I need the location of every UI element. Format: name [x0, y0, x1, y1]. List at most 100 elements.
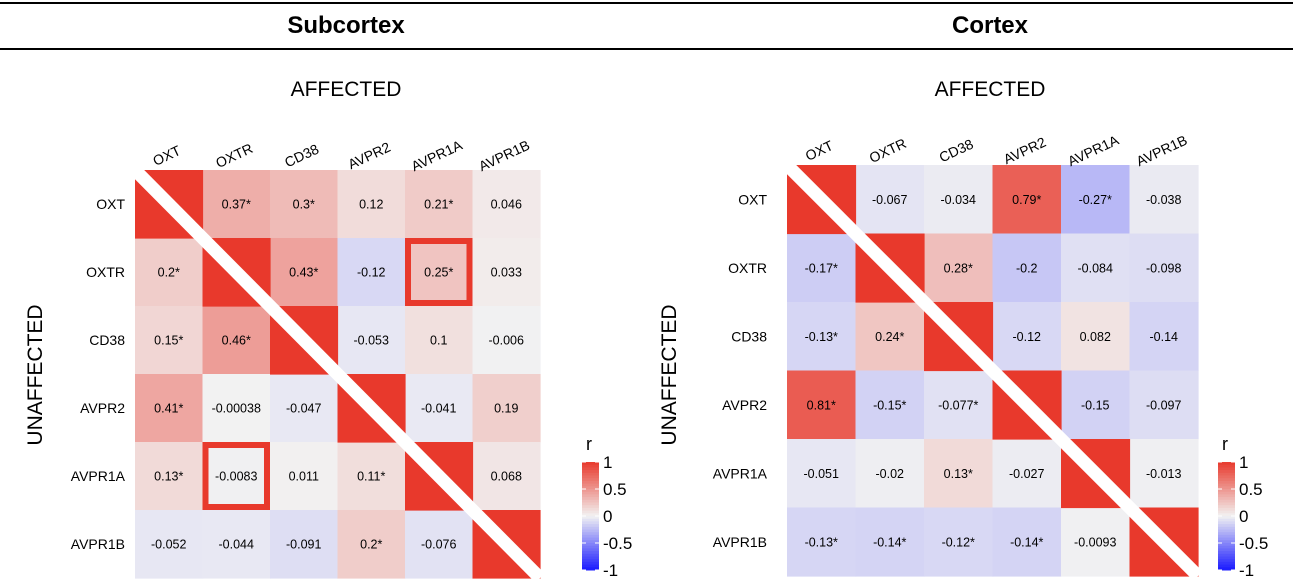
subcortex-legend-gradient-band [582, 529, 599, 533]
subcortex-legend-gradient-band [582, 543, 599, 547]
cortex-legend-tick-label: -0.5 [1239, 534, 1268, 553]
cortex-cell-cd38-avpr2 [992, 302, 1062, 372]
cortex-cell-value: -0.067 [872, 193, 907, 207]
subcortex-highlight-box [202, 442, 270, 510]
cortex-legend-gradient-band [1218, 467, 1235, 471]
cortex-cell-oxt-avpr1a [1061, 165, 1131, 235]
subcortex-cell-value: -0.053 [354, 334, 389, 348]
cortex-legend-gradient-band [1218, 489, 1235, 493]
cortex-cell-value: -0.051 [804, 467, 839, 481]
subcortex-legend-gradient-band [582, 564, 599, 568]
subcortex-cell-oxtr-avpr1b [472, 238, 541, 307]
cortex-legend-gradient-band [1218, 548, 1235, 552]
cortex-legend-gradient-band [1218, 491, 1235, 495]
cortex-cell-value: -0.027 [1009, 467, 1044, 481]
cortex-legend-gradient-band [1218, 510, 1235, 514]
cortex-row-label-oxt: OXT [738, 191, 767, 207]
cortex-legend-tick-label: -1 [1239, 561, 1254, 580]
cortex-cell-value: -0.0093 [1074, 535, 1116, 549]
subcortex-cell-cd38-oxtr [202, 306, 271, 375]
cortex-cell-avpr2-cd38 [924, 370, 994, 440]
subcortex-cell-avpr2-oxtr [202, 374, 271, 443]
subcortex-cell-oxtr-avpr1a [405, 238, 474, 307]
cortex-column-label-cd38: CD38 [937, 136, 976, 166]
cortex-cell-value: -0.13* [805, 535, 838, 549]
cortex-legend-gradient-band [1218, 505, 1235, 509]
cortex-column-label-oxtr: OXTR [867, 135, 909, 166]
cortex-column-label-avpr1a: AVPR1A [1065, 131, 1121, 169]
subcortex-cell-value: 0.43* [289, 266, 318, 280]
cortex-legend-gradient-band [1218, 472, 1235, 476]
subcortex-legend-gradient-band [582, 516, 599, 520]
subcortex-legend-gradient-band [582, 518, 599, 522]
subcortex-cell-value: 0.011 [289, 470, 319, 484]
subcortex-legend-tick-label: 1 [603, 453, 612, 472]
cortex-legend-gradient-band [1218, 561, 1235, 566]
subcortex-cell-cd38-avpr2 [337, 306, 406, 375]
subcortex-cell-value: -0.044 [219, 538, 254, 552]
subcortex-cell-avpr1a-oxtr [202, 442, 271, 511]
subcortex-cell-avpr1b-oxt [135, 510, 204, 579]
subcortex-cell-avpr2-cd38 [270, 374, 339, 443]
cortex-cell-value: 0.81* [807, 398, 836, 412]
cortex-cell-value: -0.15 [1081, 398, 1110, 412]
subcortex-row-label-avpr1a: AVPR1A [71, 468, 126, 484]
cortex-row-label-avpr1b: AVPR1B [713, 534, 767, 550]
subcortex-cell-oxt-avpr2 [337, 170, 406, 239]
subcortex-cell-value: 0.1 [430, 334, 447, 348]
subcortex-legend-gradient-band [582, 483, 599, 487]
cortex-diagonal-band [782, 160, 1203, 581]
cortex-row-label-cd38: CD38 [731, 328, 767, 344]
subcortex-cell-avpr1b-avpr1a [405, 510, 474, 579]
cortex-cell-avpr1a-avpr2 [992, 439, 1062, 509]
cortex-cell-avpr2-avpr1b [1129, 370, 1199, 440]
subcortex-cell-oxtr-oxt [135, 238, 204, 307]
cortex-column-label-oxt: OXT [803, 137, 836, 164]
cortex-legend-gradient-band [1218, 526, 1235, 530]
subcortex-legend-gradient-band [582, 532, 599, 536]
subcortex-cell-value: 0.068 [491, 470, 522, 484]
subcortex-row-label-avpr1b: AVPR1B [71, 536, 125, 552]
subcortex-cell-value: -0.12 [357, 266, 386, 280]
cortex-legend-gradient-band [1218, 462, 1235, 466]
cortex-cell-oxtr-avpr2 [992, 233, 1062, 303]
cortex-cell-value: 0.24* [875, 330, 904, 344]
cortex-legend-gradient-band [1218, 507, 1235, 512]
cortex-unaffected-label: UNAFFECTED [658, 304, 681, 445]
subcortex-cell-value: -0.047 [286, 402, 321, 416]
cortex-legend-gradient-band [1218, 556, 1235, 560]
cortex-cell-oxt-avpr1b [1129, 165, 1199, 235]
subcortex-cell-value: 0.11* [357, 470, 385, 484]
subcortex-legend-gradient-band [582, 505, 599, 509]
subcortex-legend-tick-label: 0.5 [603, 480, 627, 499]
cortex-cell-value: -0.15* [873, 398, 906, 412]
subcortex-cell-avpr1a-cd38 [270, 442, 339, 511]
cortex-legend-tick-label: 0 [1239, 507, 1248, 526]
subcortex-cell-value: 0.15* [154, 334, 183, 348]
subcortex-legend-gradient-band [582, 534, 599, 539]
cortex-cell-avpr1b-avpr1a [1061, 507, 1131, 577]
subcortex-column-label-avpr2: AVPR2 [345, 139, 393, 173]
subcortex-cell-value: 0.033 [491, 266, 522, 280]
subcortex-diagonal-band [130, 165, 545, 583]
top-rule [0, 2, 1293, 4]
subcortex-legend-gradient-band [582, 540, 599, 544]
cortex-cell-value: -0.098 [1146, 261, 1181, 275]
cortex-legend-gradient-band [1218, 518, 1235, 522]
cortex-legend-gradient-band [1218, 499, 1235, 503]
cortex-legend-gradient-band [1218, 483, 1235, 487]
cortex-row-label-avpr2: AVPR2 [722, 397, 767, 413]
cortex-cell-value: -0.034 [941, 193, 976, 207]
cortex-cell-value: -0.084 [1078, 261, 1113, 275]
cortex-cell-avpr1a-oxtr [855, 439, 925, 509]
cortex-cell-value: 0.082 [1080, 330, 1111, 344]
subcortex-column-label-oxt: OXT [150, 142, 183, 169]
subcortex-cell-avpr1a-avpr1b [472, 442, 541, 511]
subcortex-cell-value: 0.21* [424, 198, 453, 212]
cortex-legend-gradient-band [1218, 524, 1235, 528]
cortex-legend-gradient-band [1218, 521, 1235, 525]
cortex-legend-gradient-band [1218, 502, 1235, 506]
subcortex-legend-gradient-band [582, 472, 599, 476]
cortex-legend-gradient-band [1218, 567, 1235, 571]
subcortex-cell-value: 0.25* [424, 266, 453, 280]
